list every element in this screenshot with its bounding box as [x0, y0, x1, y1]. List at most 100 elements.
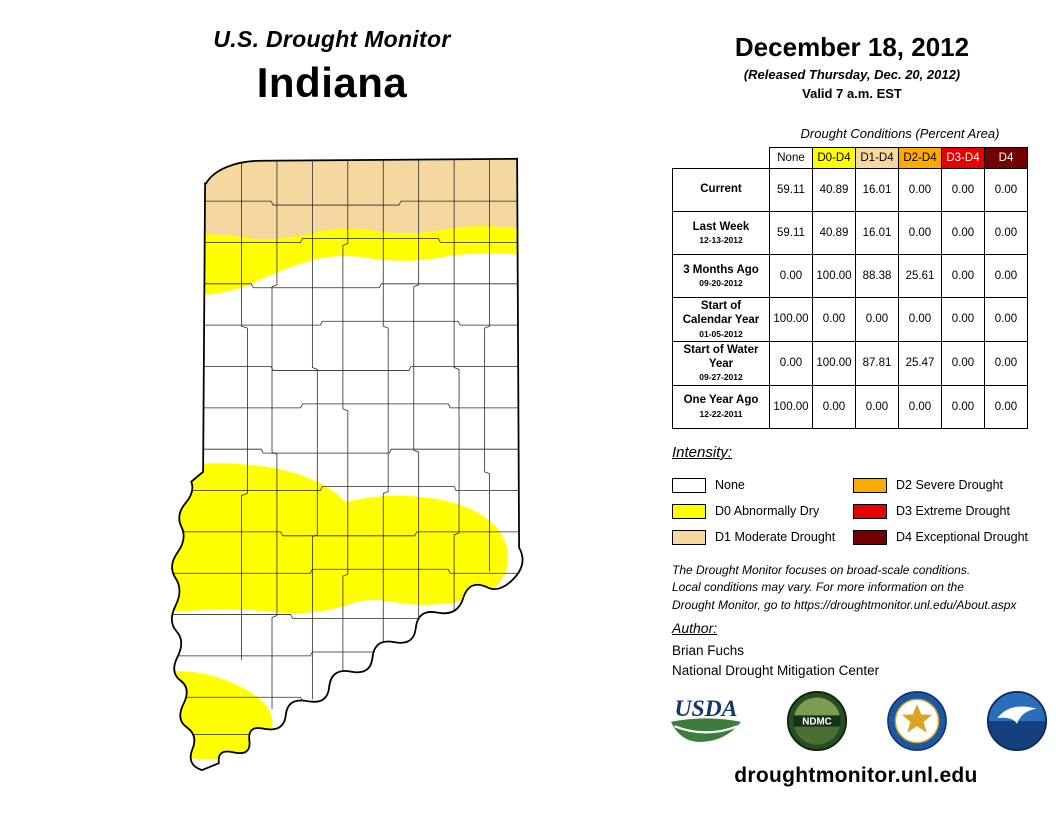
site-url: droughtmonitor.unl.edu	[734, 764, 978, 787]
table-cell: 0.00	[984, 254, 1028, 298]
table-cell: 87.81	[855, 340, 899, 386]
table-cell: 0.00	[941, 340, 985, 386]
drought-conditions-table: None D0-D4 D1-D4 D2-D4 D3-D4 D4 Current …	[672, 147, 1028, 429]
state-outline	[170, 157, 524, 772]
left-header: U.S. Drought Monitor Indiana	[122, 26, 542, 107]
table-cell: 0.00	[941, 168, 985, 212]
legend-item-d3: D3 Extreme Drought	[853, 498, 1048, 524]
table-cell: 100.00	[769, 297, 813, 342]
doc-seal	[887, 691, 947, 751]
column-header-d1d4: D1-D4	[855, 147, 899, 169]
table-cell: 0.00	[812, 384, 856, 429]
legend-swatch-d2	[853, 477, 887, 493]
report-title: U.S. Drought Monitor	[213, 26, 451, 52]
table-row-start-water-year: Start of Water Year 09-27-2012 0.00 100.0…	[672, 340, 1028, 386]
table-cell: 100.00	[812, 254, 856, 298]
svg-text:NDMC: NDMC	[802, 716, 832, 727]
logo-row: USDA NDMC	[664, 690, 1048, 752]
legend-swatch-d4	[853, 529, 887, 545]
legend-label: D3 Extreme Drought	[896, 504, 1010, 518]
table-header-row: None D0-D4 D1-D4 D2-D4 D3-D4 D4	[673, 147, 1028, 169]
table-cell: 0.00	[941, 297, 985, 342]
row-label: Last Week 12-13-2012	[672, 211, 770, 255]
column-header-d3d4: D3-D4	[941, 147, 985, 169]
legend-label: None	[715, 478, 745, 492]
table-cell: 0.00	[941, 211, 985, 255]
legend-swatch-d1	[672, 529, 706, 545]
table-cell: 0.00	[855, 384, 899, 429]
ndmc-logo: NDMC	[786, 690, 848, 752]
table-row-one-year-ago: One Year Ago 12-22-2011 100.00 0.00 0.00 …	[672, 384, 1028, 429]
table-row-current: Current 59.11 40.89 16.01 0.00 0.00 0.00	[672, 168, 1028, 212]
state-name: Indiana	[256, 59, 408, 106]
table-cell: 0.00	[941, 254, 985, 298]
row-label: Start of Water Year 09-27-2012	[672, 340, 770, 386]
svg-text:USDA: USDA	[675, 696, 738, 722]
table-cell: 59.11	[769, 168, 813, 212]
table-cell: 100.00	[769, 384, 813, 429]
table-cell: 0.00	[984, 340, 1028, 386]
column-header-none: None	[769, 147, 813, 169]
table-cell: 0.00	[898, 211, 942, 255]
table-cell: 0.00	[898, 168, 942, 212]
row-label: Current	[672, 168, 770, 212]
table-cell: 100.00	[812, 340, 856, 386]
release-block: December 18, 2012 (Released Thursday, De…	[656, 32, 1048, 101]
row-label: Start of Calendar Year 01-05-2012	[672, 297, 770, 342]
table-cell: 0.00	[984, 168, 1028, 212]
author-org: National Drought Mitigation Center	[672, 663, 880, 678]
right-column: December 18, 2012 (Released Thursday, De…	[656, 0, 1048, 816]
legend-swatch-d3	[853, 503, 887, 519]
legend-swatch-none	[672, 477, 706, 493]
table-cell: 0.00	[984, 384, 1028, 429]
intensity-legend: Intensity: None D0 Abnormally Dry D1 Mod…	[672, 444, 1048, 550]
table-cell: 25.47	[898, 340, 942, 386]
legend-heading: Intensity:	[672, 444, 733, 461]
map-region-d0-south	[171, 463, 508, 614]
table-cell: 0.00	[769, 340, 813, 386]
table-cell: 0.00	[984, 297, 1028, 342]
disclaimer-text: The Drought Monitor focuses on broad-sca…	[672, 563, 1017, 612]
table-cell: 40.89	[812, 211, 856, 255]
legend-item-d2: D2 Severe Drought	[853, 472, 1048, 498]
table-cell: 0.00	[855, 297, 899, 342]
row-label: 3 Months Ago 09-20-2012	[672, 254, 770, 298]
table-title: Drought Conditions (Percent Area)	[800, 126, 1000, 141]
noaa-logo	[986, 690, 1048, 752]
table-row-3-months-ago: 3 Months Ago 09-20-2012 0.00 100.00 88.38…	[672, 254, 1028, 298]
legend-item-d0: D0 Abnormally Dry	[672, 498, 853, 524]
table-row-start-calendar-year: Start of Calendar Year 01-05-2012 100.00 …	[672, 297, 1028, 342]
table-cell: 0.00	[984, 211, 1028, 255]
table-cell: 16.01	[855, 168, 899, 212]
table-cell: 0.00	[812, 297, 856, 342]
valid-line: Valid 7 a.m. EST	[802, 86, 902, 101]
indiana-drought-map	[170, 157, 524, 772]
legend-label: D0 Abnormally Dry	[715, 504, 820, 518]
row-label: One Year Ago 12-22-2011	[672, 384, 770, 429]
usda-logo: USDA	[671, 696, 741, 742]
author-name: Brian Fuchs	[672, 643, 745, 658]
table-cell: 16.01	[855, 211, 899, 255]
table-cell: 25.61	[898, 254, 942, 298]
released-line: (Released Thursday, Dec. 20, 2012)	[743, 67, 961, 82]
release-date: December 18, 2012	[734, 32, 970, 62]
table-cell: 0.00	[769, 254, 813, 298]
legend-label: D4 Exceptional Drought	[896, 530, 1029, 544]
table-cell: 59.11	[769, 211, 813, 255]
legend-swatch-d0	[672, 503, 706, 519]
table-cell: 88.38	[855, 254, 899, 298]
author-heading: Author:	[672, 620, 718, 636]
column-header-d0d4: D0-D4	[812, 147, 856, 169]
author-block: Author: Brian Fuchs National Drought Mit…	[672, 620, 879, 678]
table-cell: 0.00	[898, 297, 942, 342]
legend-item-none: None	[672, 472, 853, 498]
table-cell: 0.00	[898, 384, 942, 429]
table-cell: 0.00	[941, 384, 985, 429]
blank-header-cell	[673, 148, 770, 169]
legend-item-d1: D1 Moderate Drought	[672, 524, 853, 550]
table-cell: 40.89	[812, 168, 856, 212]
legend-label: D2 Severe Drought	[896, 478, 1004, 492]
map-container	[140, 146, 532, 778]
legend-item-d4: D4 Exceptional Drought	[853, 524, 1048, 550]
